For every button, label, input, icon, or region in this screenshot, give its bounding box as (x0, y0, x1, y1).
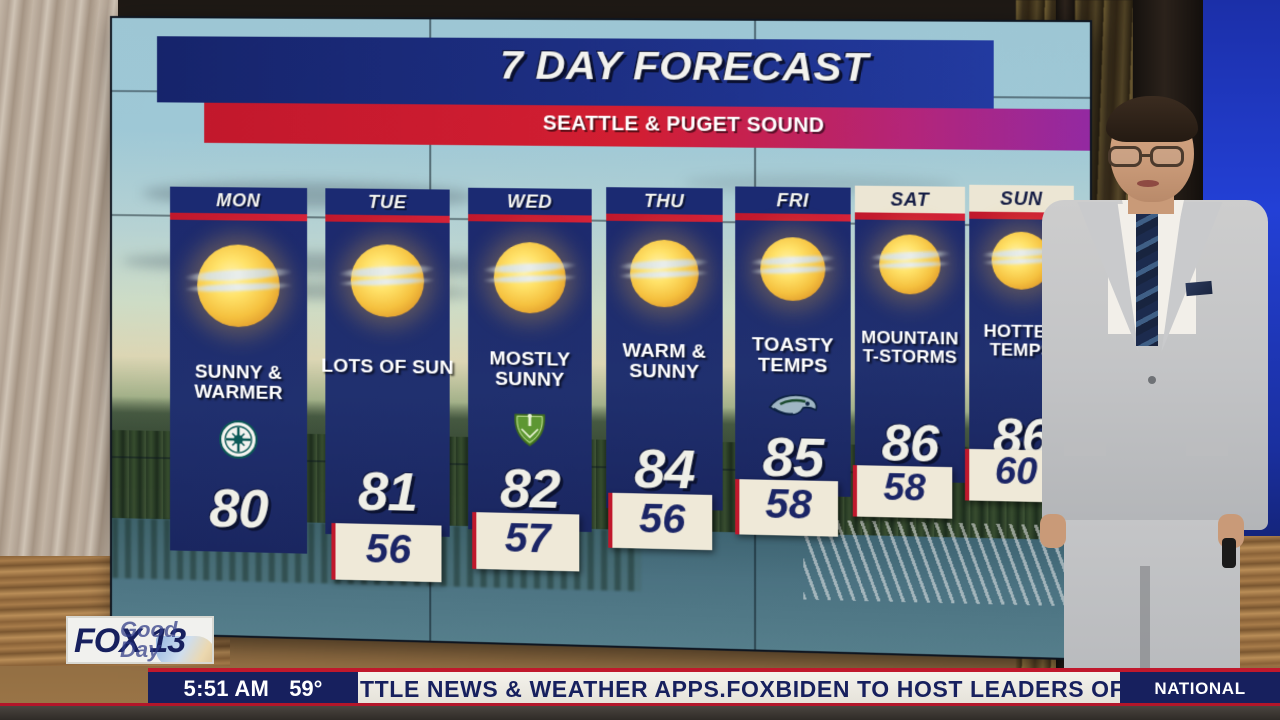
seattle-sounders-logo (509, 406, 550, 447)
day-label: FRI (735, 186, 851, 215)
studio-video-wall: 7 DAY FORECAST SEATTLE & PUGET SOUND MON… (112, 18, 1090, 659)
textured-wall-panel (0, 0, 118, 602)
ticker-headlines: TTLE NEWS & WEATHER APPS. FOX BIDEN TO H… (360, 672, 1120, 706)
seattle-seahawks-logo (766, 389, 821, 425)
day-label: WED (468, 187, 592, 216)
ticker-base-accent (0, 703, 1280, 706)
ticker-headline-a: TTLE NEWS & WEATHER APPS. (360, 675, 727, 702)
current-time: 5:51 AM (183, 676, 270, 701)
eyeglasses-icon (1150, 146, 1184, 167)
low-temp-box: 57 (472, 512, 580, 572)
low-temp: 58 (765, 481, 812, 528)
news-ticker: 5:51 AM 59° TTLE NEWS & WEATHER APPS. FO… (0, 668, 1280, 720)
seattle-mariners-logo (218, 419, 258, 460)
necktie (1136, 212, 1158, 346)
forecast-day-column-mon[interactable]: MON SUNNY & WARMER 80 (170, 186, 308, 554)
ticker-category-badge: NATIONAL (1120, 672, 1280, 706)
sun-icon (760, 236, 826, 302)
show-subtitle: Seattle (120, 660, 212, 662)
hair (1106, 96, 1198, 142)
ticker-base-bar (0, 706, 1280, 720)
ticker-accent-line (148, 668, 1280, 672)
low-temp: 57 (504, 515, 551, 562)
jacket-pocket-flap (1064, 442, 1106, 456)
jacket-pocket-flap (1186, 442, 1228, 456)
sun-icon (493, 241, 566, 314)
sun-icon (630, 239, 699, 308)
clicker-remote (1222, 538, 1236, 568)
meteorologist (1036, 96, 1274, 720)
high-temp: 81 (357, 461, 417, 523)
low-temp-box: 58 (852, 465, 953, 519)
current-temperature: 59° (289, 676, 323, 701)
pants-seam (1140, 566, 1150, 720)
ticker-brand: FOX (726, 675, 776, 702)
forecast-day-column-wed[interactable]: WED MOSTLY SUNNY 82 57 (468, 187, 592, 572)
low-temp-box: 56 (608, 492, 713, 551)
sun-icon (197, 244, 280, 328)
eyeglasses-icon (1108, 146, 1142, 167)
show-title: Good Day (120, 617, 178, 662)
forecast-day-column-sat[interactable]: SAT MOUNTAIN T-STORMS 86 58 (852, 185, 965, 519)
fox-logo-text: FOX 13 (74, 622, 186, 660)
logo-swoosh-icon (156, 636, 212, 662)
sun-icon (350, 244, 425, 318)
forecast-title: 7 DAY FORECAST (499, 44, 869, 91)
hand (1040, 514, 1066, 548)
day-label: TUE (325, 188, 450, 216)
low-temp-box: 56 (331, 523, 442, 583)
forecast-day-column-thu[interactable]: THU WARM & SUNNY 84 56 (606, 187, 723, 551)
station-logo-bug: FOX 13 Good Day Seattle (66, 616, 214, 664)
condition-text: WARM & SUNNY (622, 340, 707, 384)
show-logo-text: Good Day Seattle (120, 617, 212, 662)
low-temp: 56 (365, 526, 412, 573)
low-temp: 56 (639, 496, 686, 543)
condition-text: SUNNY & WARMER (194, 361, 283, 405)
condition-text: LOTS OF SUN (321, 355, 454, 379)
forecast-subtitle: SEATTLE & PUGET SOUND (543, 112, 825, 138)
jacket-button (1148, 376, 1156, 384)
forecast-day-column-tue[interactable]: TUE LOTS OF SUN 81 56 (321, 188, 454, 583)
ticker-headline-b: BIDEN TO HOST LEADERS OF JAPAN, SOU (775, 675, 1120, 702)
low-temp: 58 (883, 465, 926, 509)
pocket-square (1185, 280, 1213, 297)
day-label: THU (606, 187, 723, 215)
day-label: MON (170, 186, 308, 215)
sun-icon (879, 234, 941, 295)
eyeglasses-bridge (1142, 154, 1152, 157)
day-label: SAT (854, 185, 965, 214)
seven-day-forecast-graphic: 7 DAY FORECAST SEATTLE & PUGET SOUND MON… (112, 18, 1090, 659)
forecast-day-column-fri[interactable]: FRI TOASTY TEMPS 85 58 (735, 186, 851, 537)
condition-text: MOSTLY SUNNY (489, 348, 571, 392)
ticker-clock-block: 5:51 AM 59° (148, 672, 358, 706)
high-temp: 80 (209, 478, 268, 540)
mouth (1137, 180, 1159, 187)
low-temp-box: 58 (735, 479, 839, 537)
